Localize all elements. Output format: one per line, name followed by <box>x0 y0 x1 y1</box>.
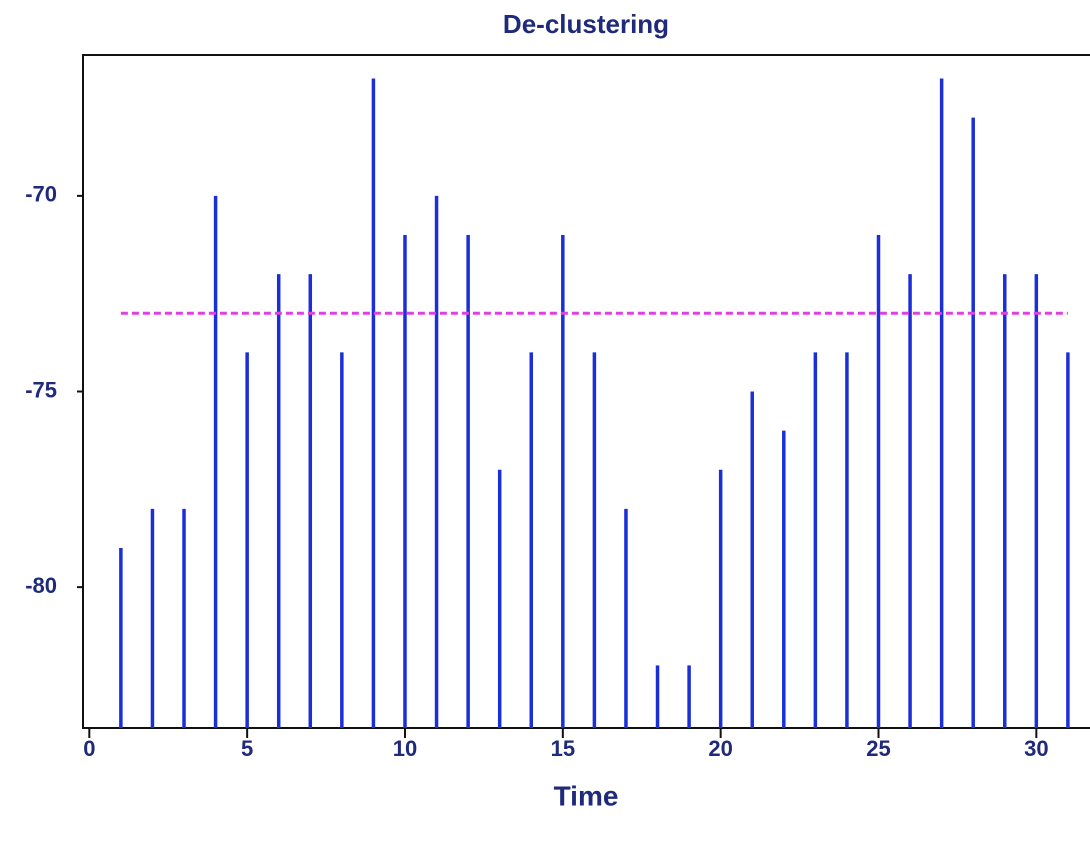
x-tick-label: 0 <box>83 736 95 761</box>
x-axis-title: Time <box>554 780 619 811</box>
y-tick-label: -75 <box>25 377 57 402</box>
y-tick-label: -70 <box>25 182 57 207</box>
y-tick-label: -80 <box>25 573 57 598</box>
x-tick-label: 30 <box>1024 736 1048 761</box>
chart-title: De-clustering <box>503 9 669 39</box>
x-tick-label: 20 <box>708 736 732 761</box>
x-tick-label: 25 <box>866 736 890 761</box>
x-tick-label: 5 <box>241 736 253 761</box>
x-tick-label: 10 <box>393 736 417 761</box>
x-tick-label: 15 <box>551 736 575 761</box>
axis-frame <box>82 54 1090 729</box>
